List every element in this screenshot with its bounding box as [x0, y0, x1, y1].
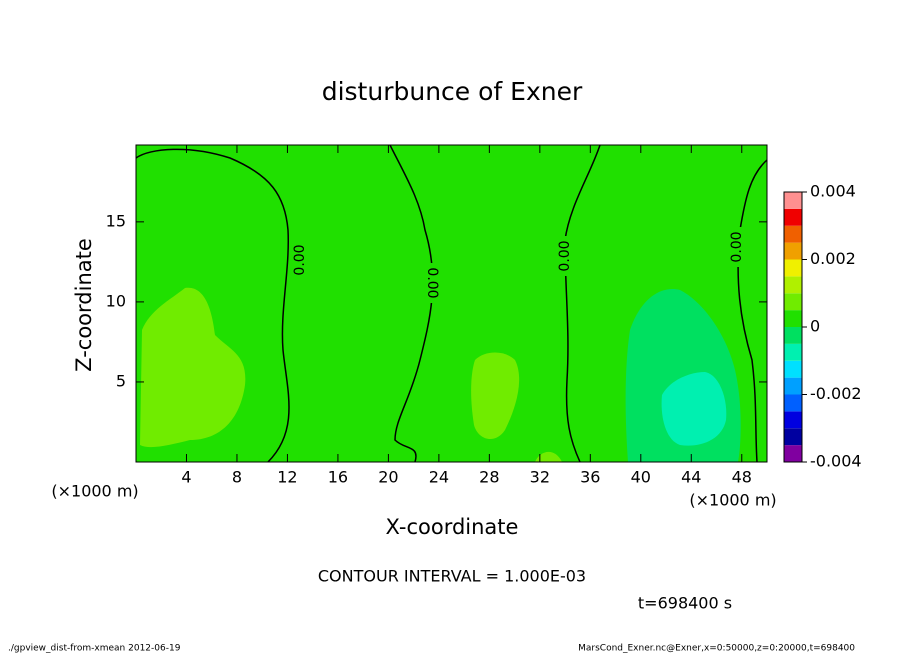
colorbar-tick-label: 0: [810, 317, 820, 336]
contour-label-bg: [291, 240, 309, 280]
x-unit-label: (×1000 m): [689, 491, 776, 510]
contour-label: 0.00: [729, 231, 745, 262]
field-region: [661, 372, 727, 446]
colorbar-tick-label: 0.002: [810, 249, 856, 268]
y-tick-label: 15: [106, 211, 126, 230]
x-tick-label: 44: [681, 468, 701, 487]
contour-label-bg: [728, 227, 746, 267]
contour-label: 0.00: [424, 267, 440, 298]
colorbar-box: [784, 360, 802, 378]
contour-line: [389, 144, 434, 463]
contour-label-bg: [423, 263, 441, 303]
x-tick-label: 24: [429, 468, 449, 487]
footer-left: ./gpview_dist-from-xmean 2012-06-19: [8, 644, 181, 654]
contour-line: [737, 159, 768, 463]
x-tick-label: 36: [580, 468, 600, 487]
x-tick-label: 48: [732, 468, 752, 487]
x-tick-label: 32: [530, 468, 550, 487]
x-tick-label: 28: [479, 468, 499, 487]
colorbar-box: [784, 276, 802, 294]
x-tick-label: 40: [631, 468, 651, 487]
y-tick-label: 10: [106, 291, 126, 310]
x-tick-label: 4: [181, 468, 191, 487]
x-tick-label: 20: [378, 468, 398, 487]
contour-label: 0.00: [557, 240, 573, 271]
field-region: [535, 451, 562, 462]
plot-frame: [135, 144, 768, 463]
chart-title: disturbunce of Exner: [322, 77, 583, 106]
field-region: [140, 287, 246, 448]
colorbar-box: [784, 377, 802, 395]
colorbar-box: [784, 225, 802, 243]
colorbar-box: [784, 411, 802, 429]
x-tick-label: 12: [277, 468, 297, 487]
footer-right: MarsCond_Exner.nc@Exner,x=0:50000,z=0:20…: [578, 644, 855, 654]
time-label: t=698400 s: [638, 594, 732, 613]
plot-field: [135, 144, 768, 463]
contour-line: [564, 144, 601, 463]
x-unit-label: (×1000 m): [51, 482, 138, 501]
colorbar-tick-label: 0.004: [810, 182, 856, 201]
colorbar-box: [784, 293, 802, 311]
contour-line: [135, 148, 290, 463]
contour-label: 0.00: [292, 244, 308, 275]
x-tick-label: 16: [328, 468, 348, 487]
colorbar-box: [784, 343, 802, 361]
colorbar-box: [784, 208, 802, 226]
contour-label-bg: [556, 236, 574, 276]
y-tick-label: 5: [116, 371, 126, 390]
colorbar-box: [784, 428, 802, 446]
colorbar-box: [784, 192, 802, 209]
x-axis-title: X-coordinate: [386, 515, 519, 539]
x-tick-label: 8: [232, 468, 242, 487]
colorbar-box: [784, 327, 802, 344]
y-axis-title: Z-coordinate: [72, 238, 96, 372]
colorbar-tick-label: -0.002: [810, 384, 862, 403]
colorbar-box: [784, 259, 802, 277]
contour-interval: CONTOUR INTERVAL = 1.000E-03: [318, 567, 586, 586]
colorbar-box: [784, 445, 802, 462]
field-region: [471, 352, 520, 440]
colorbar-box: [784, 310, 802, 327]
colorbar-box: [784, 242, 802, 260]
colorbar-tick-label: -0.004: [810, 452, 862, 471]
colorbar-box: [784, 394, 802, 412]
